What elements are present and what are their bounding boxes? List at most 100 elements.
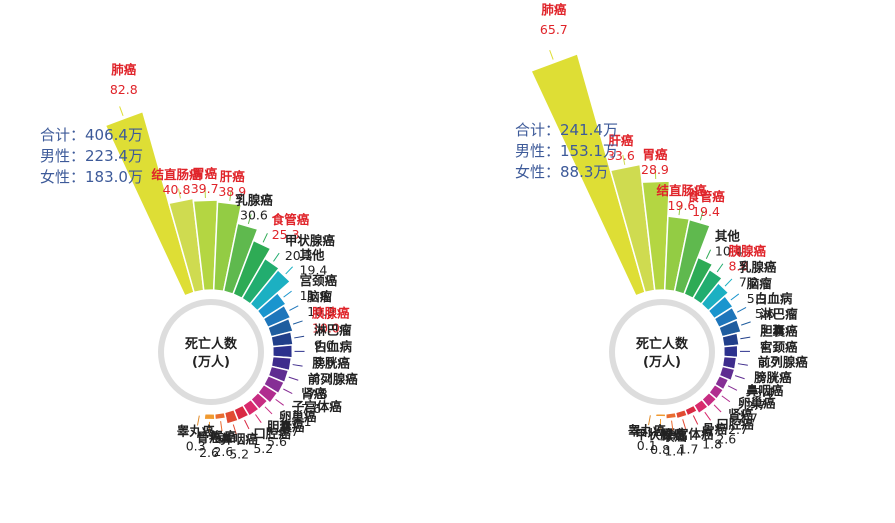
label-value: 9.0 <box>314 338 334 353</box>
bar-白血病 <box>713 306 740 329</box>
leader-line <box>283 388 293 394</box>
leader-line <box>682 419 687 430</box>
label-value: 3.4 <box>758 370 778 385</box>
label-name: 前列腺癌 <box>308 371 359 386</box>
label-name: 卵巢癌 <box>738 396 776 411</box>
label-name: 子宫体癌 <box>664 426 715 441</box>
bar-甲状腺癌 <box>241 257 281 305</box>
summary-line: 男性：223.4万 <box>40 147 143 165</box>
label-name: 骨癌 <box>702 421 728 436</box>
label-name: 喉癌 <box>662 428 688 443</box>
center-label: 死亡人数 <box>636 336 689 352</box>
label-value: 5.6 <box>267 434 287 449</box>
leader-line <box>734 375 745 380</box>
bar-睾丸癌 <box>193 411 206 416</box>
label-name: 脑瘤 <box>746 276 773 291</box>
label-value: 2.7 <box>728 422 748 437</box>
leader-line <box>713 404 722 413</box>
label-name: 鼻咽癌 <box>220 432 258 447</box>
leader-line <box>622 154 626 165</box>
label-value: 4.1 <box>760 338 780 353</box>
label-name: 白血病 <box>315 339 353 354</box>
center-disc <box>153 294 269 410</box>
label-value: 0.1 <box>637 438 657 453</box>
leader-line <box>678 205 681 216</box>
bar-脑瘤 <box>262 304 292 329</box>
label-value: 33.6 <box>607 148 635 163</box>
bar-胰腺癌 <box>692 268 724 305</box>
bar-肺癌 <box>529 52 646 297</box>
label-name: 结直肠癌 <box>152 167 203 182</box>
bar-乳腺癌 <box>222 222 259 295</box>
label-name: 甲状腺癌 <box>285 233 336 248</box>
label-value: 1.7 <box>679 441 699 456</box>
bar-宫颈癌 <box>723 344 739 359</box>
label-value: 7.2 <box>739 275 759 290</box>
label-name: 肝癌 <box>608 133 634 148</box>
bar-肺癌 <box>104 110 195 297</box>
label-value: 1.8 <box>702 436 722 451</box>
label-name: 其他 <box>300 248 326 263</box>
label-value: 2.6 <box>716 431 736 446</box>
bar-胃癌 <box>641 180 671 292</box>
label-name: 其他 <box>715 229 741 244</box>
bar-骨癌 <box>203 412 216 421</box>
center-label: (万人) <box>643 354 681 370</box>
leader-line <box>262 233 268 243</box>
label-name: 卵巢癌 <box>279 409 317 424</box>
leader-line <box>288 376 299 381</box>
bar-乳腺癌 <box>700 281 730 312</box>
bar-宫颈癌 <box>256 291 288 320</box>
leader-line <box>220 421 223 432</box>
label-name: 食管癌 <box>686 189 725 204</box>
bar-淋巴瘤 <box>717 318 743 338</box>
label-name: 淋巴瘤 <box>760 307 798 322</box>
label-value: 7.8 <box>308 386 328 401</box>
label-value: 0.8 <box>650 442 670 457</box>
label-value: 7.1 <box>292 414 312 429</box>
label-value: 0.3 <box>186 438 206 453</box>
leader-line <box>273 252 280 262</box>
label-value: 40.8 <box>163 182 191 197</box>
bar-胆囊癌 <box>721 332 741 348</box>
leader-line <box>716 263 724 273</box>
label-name: 膀胱癌 <box>311 356 350 371</box>
leader-line <box>178 188 181 199</box>
label-name: 胆囊癌 <box>267 419 305 434</box>
label-value: 38.9 <box>218 184 246 199</box>
bar-白血病 <box>272 344 294 359</box>
leader-line <box>549 50 554 60</box>
label-value: 3.4 <box>754 385 774 400</box>
leader-line <box>736 307 747 313</box>
label-value: 39.7 <box>191 181 219 196</box>
label-value: 2.7 <box>746 398 766 413</box>
center-disc <box>604 294 720 410</box>
leader-line <box>705 249 712 259</box>
label-value: 11.9 <box>300 288 328 303</box>
center-ring <box>158 299 264 405</box>
label-value: 5.2 <box>760 322 780 337</box>
label-value: 5.6 <box>755 306 775 321</box>
label-value: 19.4 <box>300 263 328 278</box>
bar-其他 <box>249 268 292 312</box>
label-value: 2.6 <box>199 445 219 460</box>
bar-喉癌 <box>213 411 227 421</box>
label-value: 5.9 <box>747 291 767 306</box>
leader-line <box>289 305 299 311</box>
label-name: 胃癌 <box>192 166 218 181</box>
bar-食管癌 <box>673 218 712 295</box>
leader-line <box>229 190 232 201</box>
label-name: 前列腺癌 <box>758 355 809 370</box>
label-name: 喉癌 <box>211 429 237 444</box>
label-value: 30.6 <box>240 208 268 223</box>
leader-line <box>727 385 738 391</box>
label-name: 肺癌 <box>541 2 567 17</box>
leader-line <box>740 336 751 340</box>
bar-脑瘤 <box>707 294 735 320</box>
leader-line <box>292 320 303 325</box>
label-name: 胰腺癌 <box>312 306 350 321</box>
center-ring <box>609 299 715 405</box>
leader-line <box>724 278 733 287</box>
summary-line: 女性：88.3万 <box>515 163 608 181</box>
